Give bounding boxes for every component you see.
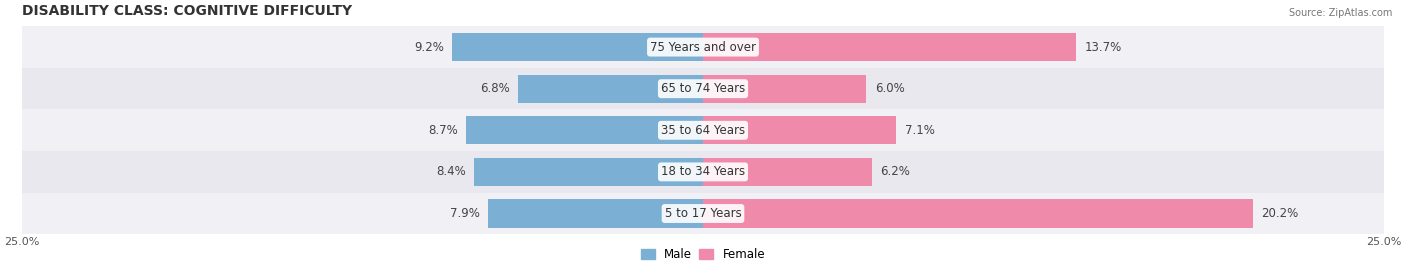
Text: 7.1%: 7.1% — [904, 124, 935, 137]
Bar — [22, 110, 1384, 151]
Text: 8.7%: 8.7% — [427, 124, 458, 137]
Text: 7.9%: 7.9% — [450, 207, 479, 220]
Bar — [703, 199, 1253, 228]
Text: 8.4%: 8.4% — [436, 166, 465, 178]
Text: 5 to 17 Years: 5 to 17 Years — [665, 207, 741, 220]
Text: 35 to 64 Years: 35 to 64 Years — [661, 124, 745, 137]
Text: 13.7%: 13.7% — [1084, 40, 1122, 53]
Text: 6.2%: 6.2% — [880, 166, 910, 178]
Bar — [703, 158, 872, 186]
Bar — [703, 75, 866, 103]
Bar — [474, 158, 703, 186]
Bar — [22, 151, 1384, 193]
Text: 6.0%: 6.0% — [875, 82, 904, 95]
Text: 75 Years and over: 75 Years and over — [650, 40, 756, 53]
Text: 20.2%: 20.2% — [1261, 207, 1299, 220]
Bar — [22, 68, 1384, 110]
Bar — [22, 26, 1384, 68]
Bar — [22, 193, 1384, 234]
Text: 65 to 74 Years: 65 to 74 Years — [661, 82, 745, 95]
Bar — [488, 199, 703, 228]
Bar — [465, 116, 703, 144]
Text: 6.8%: 6.8% — [479, 82, 509, 95]
Text: DISABILITY CLASS: COGNITIVE DIFFICULTY: DISABILITY CLASS: COGNITIVE DIFFICULTY — [22, 4, 351, 18]
Bar — [453, 33, 703, 61]
Bar — [703, 116, 897, 144]
Bar — [703, 33, 1076, 61]
Legend: Male, Female: Male, Female — [636, 244, 770, 266]
Text: 18 to 34 Years: 18 to 34 Years — [661, 166, 745, 178]
Text: Source: ZipAtlas.com: Source: ZipAtlas.com — [1288, 8, 1392, 18]
Bar — [517, 75, 703, 103]
Text: 9.2%: 9.2% — [415, 40, 444, 53]
